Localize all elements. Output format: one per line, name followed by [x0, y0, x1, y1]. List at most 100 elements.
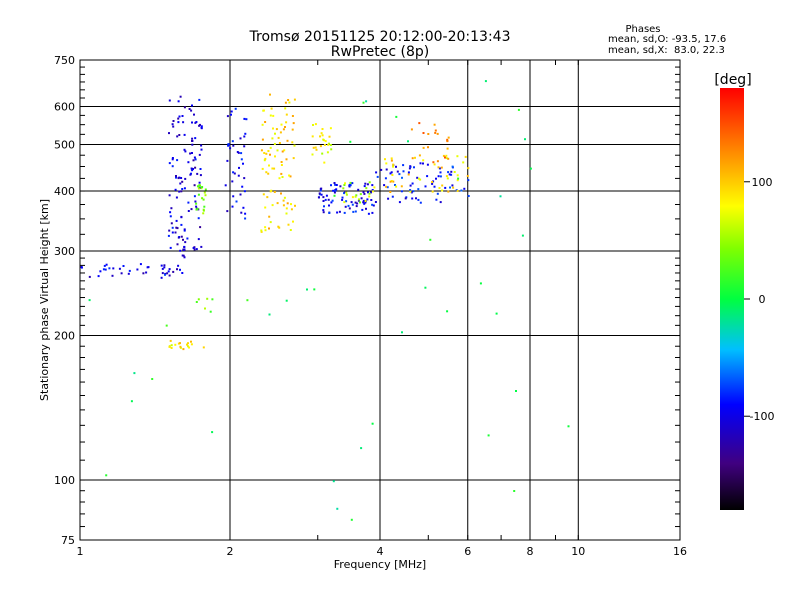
y-axis-ticks: 75 100 200 300 400 500 600 750: [54, 54, 680, 547]
data-point: [466, 175, 469, 177]
data-point: [104, 268, 107, 271]
data-point: [194, 137, 197, 140]
data-point: [409, 165, 412, 168]
stats-heading: Phases: [625, 24, 660, 35]
data-point: [389, 191, 392, 193]
data-point: [151, 378, 154, 380]
colorbar: [720, 88, 744, 510]
data-point: [398, 201, 401, 204]
data-point: [128, 269, 131, 272]
data-point: [197, 193, 200, 196]
data-point: [390, 157, 393, 160]
data-point: [279, 131, 282, 134]
data-point: [418, 122, 421, 125]
data-point: [193, 156, 196, 159]
data-point: [367, 191, 369, 194]
data-point: [168, 274, 171, 277]
data-point: [436, 160, 439, 163]
data-point: [363, 202, 366, 205]
data-point: [424, 286, 427, 289]
data-point: [285, 207, 288, 210]
data-point: [174, 188, 177, 191]
data-point: [147, 266, 150, 269]
data-point: [264, 157, 267, 160]
data-point: [416, 176, 419, 179]
data-point: [177, 121, 180, 124]
data-point: [231, 140, 234, 143]
data-point: [232, 144, 235, 147]
data-point: [341, 198, 344, 201]
data-point: [495, 312, 498, 315]
data-point: [419, 162, 422, 165]
data-point: [330, 184, 332, 187]
data-point: [447, 136, 450, 139]
data-point: [484, 80, 487, 83]
data-point: [529, 167, 532, 170]
data-point: [439, 171, 442, 174]
data-point: [431, 190, 434, 193]
data-point: [375, 171, 378, 174]
data-point: [384, 177, 387, 180]
data-point: [331, 199, 334, 202]
data-point: [315, 148, 318, 151]
data-point: [343, 184, 346, 186]
data-point: [319, 189, 322, 192]
data-point: [345, 200, 348, 203]
data-point: [194, 166, 197, 169]
data-point: [240, 211, 243, 214]
data-point: [323, 144, 326, 146]
data-point: [166, 272, 169, 275]
data-point: [202, 208, 205, 211]
data-point: [211, 431, 214, 434]
data-point: [446, 310, 449, 313]
data-point: [451, 165, 454, 168]
data-point: [334, 189, 337, 192]
data-point: [193, 195, 196, 198]
data-point: [360, 197, 363, 200]
data-point: [182, 121, 185, 124]
data-point: [389, 180, 392, 183]
colorbar-tick-label: -100: [750, 410, 775, 423]
data-point: [169, 215, 172, 218]
data-point: [230, 113, 232, 116]
data-point: [232, 171, 235, 174]
data-point: [187, 201, 190, 204]
data-point: [418, 154, 421, 157]
stats-line-x: mean, sd,X: 83.0, 22.3: [608, 45, 725, 56]
data-point: [392, 165, 394, 168]
data-point: [334, 183, 337, 186]
data-point: [280, 164, 283, 166]
data-point: [285, 299, 288, 302]
data-point: [451, 184, 454, 187]
x-tick-label: 10: [571, 545, 585, 558]
data-point: [371, 422, 374, 425]
data-point: [293, 98, 296, 101]
data-point: [273, 167, 276, 170]
data-point: [188, 346, 190, 349]
data-point: [243, 117, 246, 120]
data-point: [567, 425, 570, 428]
data-point: [226, 115, 229, 118]
data-point: [190, 340, 192, 343]
data-point: [355, 194, 358, 197]
data-point: [281, 150, 284, 153]
data-point: [347, 204, 350, 207]
data-point: [365, 207, 367, 210]
data-point: [328, 142, 330, 145]
data-point: [191, 121, 193, 124]
data-point: [400, 185, 403, 188]
data-point: [278, 142, 281, 144]
data-point: [243, 135, 246, 138]
data-point: [180, 215, 183, 218]
data-point: [367, 212, 370, 215]
data-point: [172, 120, 175, 122]
data-point: [139, 263, 142, 266]
data-point: [271, 137, 274, 140]
data-point: [246, 299, 249, 302]
data-point: [292, 220, 294, 223]
data-point: [322, 138, 325, 141]
data-point: [267, 150, 270, 152]
data-point: [318, 196, 320, 199]
y-tick-label: 500: [54, 139, 75, 152]
data-point: [262, 109, 265, 112]
